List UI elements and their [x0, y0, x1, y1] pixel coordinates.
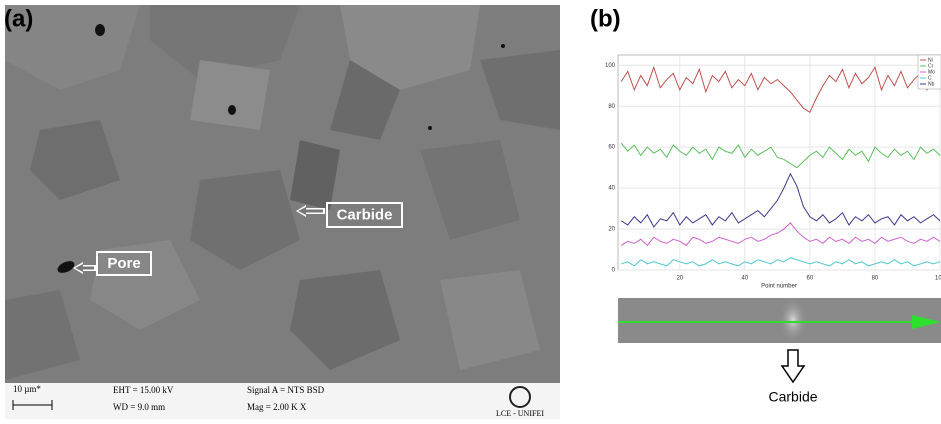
y-tick-label: 80 — [608, 104, 615, 110]
legend-label: Cr — [928, 63, 934, 69]
x-axis-label: Point number — [761, 284, 797, 290]
series-line — [620, 172, 941, 228]
x-tick-label: 40 — [742, 276, 749, 282]
sem-footer: 10 µm* EHT = 15.00 kV WD = 9.0 mm Signal… — [5, 383, 560, 419]
strip-annotation: Carbide — [768, 389, 817, 405]
panel-label: (b) — [590, 5, 621, 32]
line-scan-chart — [617, 54, 941, 271]
line-scan-strip — [618, 298, 941, 384]
legend — [917, 54, 941, 90]
legend-label: Ni — [928, 57, 933, 63]
x-tick-label: 60 — [807, 276, 814, 282]
y-tick-label: 0 — [612, 268, 616, 274]
legend-label: Nb — [928, 81, 935, 87]
series-line — [621, 257, 941, 267]
sem-image: Carbide Pore — [5, 5, 560, 383]
x-tick-label: 20 — [676, 276, 683, 282]
panel-label: (a) — [4, 5, 33, 32]
scale-bar-label: 10 µm* — [13, 384, 41, 394]
series-line — [620, 65, 941, 114]
footer-text: LCE - UNIFEI — [496, 409, 544, 418]
series-line — [620, 142, 941, 169]
footer-text: Signal A = NTS BSD — [247, 385, 325, 395]
y-tick-label: 40 — [608, 186, 615, 192]
y-tick-label: 20 — [608, 227, 615, 233]
annotation: Carbide — [337, 206, 393, 223]
y-tick-label: 100 — [605, 63, 616, 69]
x-tick-label: 80 — [872, 276, 879, 282]
y-tick-label: 60 — [608, 145, 615, 151]
footer-text: Mag = 2.00 K X — [247, 402, 307, 412]
legend-label: Mo — [928, 69, 935, 75]
legend-label: C — [928, 75, 932, 81]
annotation: Pore — [107, 255, 140, 272]
x-tick-label: 100 — [935, 276, 941, 282]
footer-text: WD = 9.0 mm — [113, 402, 165, 412]
series-line — [620, 222, 941, 247]
footer-text: EHT = 15.00 kV — [113, 385, 174, 395]
